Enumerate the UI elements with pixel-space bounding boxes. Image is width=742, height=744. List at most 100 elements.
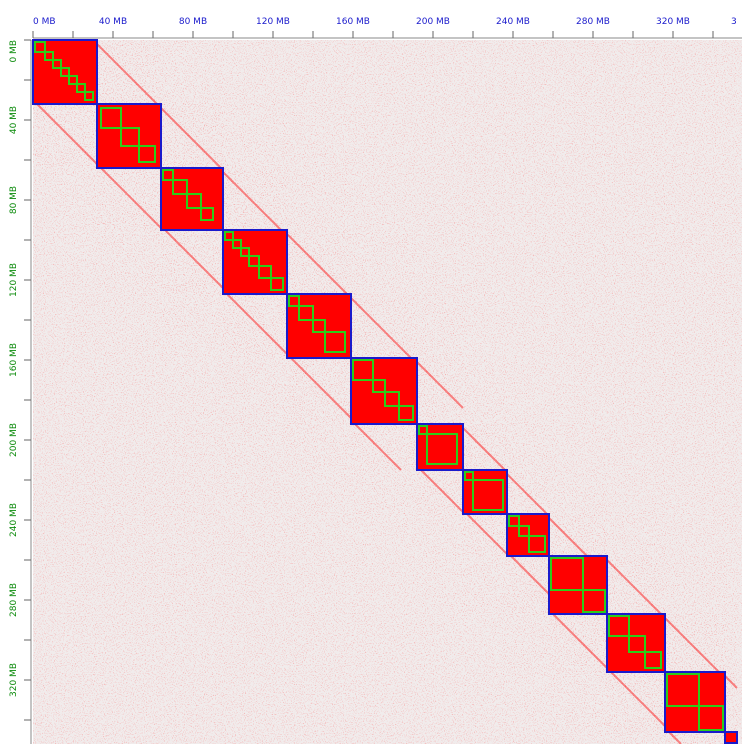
- interchromosomal-contact-block: [33, 556, 97, 614]
- chromosome-outline: [548, 555, 608, 615]
- chromosome-outline: [96, 103, 162, 169]
- diagonal-streak: [100, 167, 164, 231]
- tad-box: [324, 331, 346, 353]
- diagonal-streak: [420, 469, 466, 515]
- interchromosomal-contact-block: [725, 168, 737, 230]
- left-axis-tick-label: 160 MB: [9, 343, 19, 377]
- interchromosomal-contact-block: [287, 514, 351, 556]
- interchromosomal-contact-block: [607, 294, 665, 358]
- tad-box: [398, 405, 414, 421]
- interchromosomal-contact-block: [665, 104, 725, 168]
- interchromosomal-contact-block: [417, 168, 463, 230]
- tad-box: [312, 319, 326, 333]
- tad-box: [550, 557, 584, 591]
- top-axis-tick-label: 80 MB: [179, 17, 207, 27]
- block-texture: [549, 556, 607, 614]
- tad-box: [418, 425, 428, 435]
- interchromosomal-contact-block: [549, 672, 607, 732]
- interchromosomal-contact-block: [351, 230, 417, 294]
- chromosome-outline: [160, 167, 224, 231]
- interchromosomal-contact-block: [665, 514, 725, 556]
- interchromosomal-contact-block: [97, 514, 161, 556]
- tad-box: [258, 265, 272, 279]
- interchromosomal-contact-block: [97, 424, 161, 470]
- diagonal-streak: [552, 613, 612, 673]
- chromosome-outline: [606, 613, 666, 673]
- interchromosomal-contact-block: [223, 556, 287, 614]
- tad-box: [372, 379, 386, 393]
- top-axis-tick-label: 40 MB: [99, 17, 127, 27]
- interchromosomal-contact-block: [463, 40, 507, 104]
- block-texture: [417, 424, 463, 470]
- interchromosomal-contact-block: [97, 230, 161, 294]
- interchromosomal-contact-block: [223, 104, 287, 168]
- interchromosomal-contact-block: [33, 614, 97, 672]
- interchromosomal-contact-block: [351, 556, 417, 614]
- left-axis-tick-label: 320 MB: [9, 663, 19, 697]
- chromosome-outline: [350, 357, 418, 425]
- tad-box: [240, 247, 250, 257]
- diagonal-streak: [506, 473, 550, 517]
- tad-box: [224, 231, 234, 241]
- interchromosomal-contact-block: [33, 294, 97, 358]
- diagonal-streak: [350, 297, 416, 363]
- tad-boundaries: [34, 41, 724, 731]
- interchromosomal-contact-block: [507, 294, 549, 358]
- interchromosomal-contact-block: [287, 614, 351, 672]
- interchromosomal-contact-block: [287, 470, 351, 514]
- diagonal-streak: [222, 171, 286, 235]
- interchromosomal-contact-block: [507, 732, 549, 744]
- chromosome-outlines: [32, 39, 738, 744]
- left-axis-tick-label: 80 MB: [9, 186, 19, 214]
- interchromosomal-contact-block: [33, 424, 97, 470]
- interchromosomal-contact-block: [607, 358, 665, 424]
- interchromosomal-contact-block: [463, 358, 507, 424]
- interchromosomal-contact-block: [417, 672, 463, 732]
- interchromosomal-contact-block: [161, 358, 223, 424]
- interchromosomal-contact-block: [417, 556, 463, 614]
- interchromosomal-contact-block: [507, 230, 549, 294]
- interchromosomal-contact-block: [549, 40, 607, 104]
- tad-box: [698, 705, 724, 731]
- tad-box: [138, 145, 156, 163]
- diagonal-streak: [606, 559, 666, 619]
- tad-box: [628, 635, 646, 653]
- interchromosomal-contact-block: [351, 294, 417, 358]
- tad-box: [76, 83, 86, 93]
- interchromosomal-contact-block: [223, 672, 287, 732]
- interchromosomal-contact-block: [97, 168, 161, 230]
- interchromosomal-contact-block: [161, 424, 223, 470]
- interchromosomal-contact-block: [725, 514, 737, 556]
- tad-box: [288, 295, 300, 307]
- interchromosomal-contact-block: [725, 556, 737, 614]
- chromosome-outline: [724, 731, 738, 744]
- interchromosomal-contact-block: [161, 470, 223, 514]
- tad-box: [44, 51, 54, 61]
- interchromosomal-contact-block: [223, 358, 287, 424]
- interchromosomal-contact-block: [287, 104, 351, 168]
- interchromosomal-contact-block: [97, 40, 161, 104]
- diagonal-streak: [548, 517, 592, 561]
- interchromosomal-contact-block: [725, 672, 737, 732]
- diagonal-streak: [462, 427, 508, 473]
- chromosome-blocks: [33, 40, 737, 744]
- interchromosomal-contact-block: [287, 230, 351, 294]
- interchromosomal-contact-block: [417, 514, 463, 556]
- block-texture: [607, 614, 665, 672]
- interchromosomal-contact-block: [463, 614, 507, 672]
- chromosome-outline: [506, 513, 550, 557]
- tad-box: [100, 107, 122, 129]
- tad-box: [464, 471, 474, 481]
- interchromosomal-contact-block: [97, 732, 161, 744]
- interchromosomal-contact-block: [223, 294, 287, 358]
- interchromosomal-contact-block: [607, 168, 665, 230]
- interchromosomal-contact-block: [97, 614, 161, 672]
- diagonal-streak: [286, 233, 352, 299]
- interchromosomal-contact-block: [417, 230, 463, 294]
- interchromosomal-contact-block: [417, 614, 463, 672]
- tad-box: [200, 207, 214, 221]
- left-axis-tick-label: 200 MB: [9, 423, 19, 457]
- left-axis-tick-label: 240 MB: [9, 503, 19, 537]
- interchromosomal-contact-block: [33, 672, 97, 732]
